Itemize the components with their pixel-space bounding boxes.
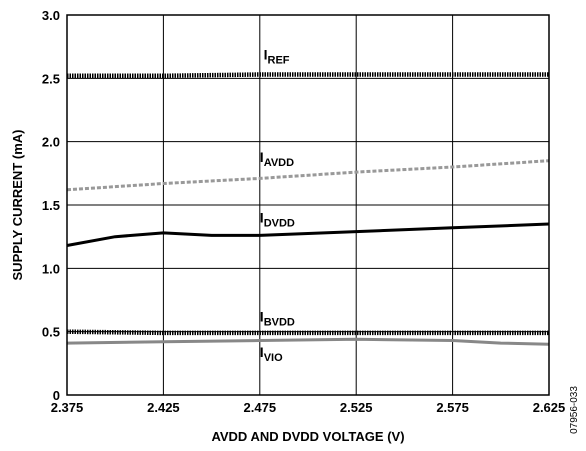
x-tick-label: 2.475 (244, 400, 277, 415)
plot-series (66, 72, 550, 346)
y-tick-label: 0.5 (42, 325, 60, 340)
series-line-idvdd (66, 222, 550, 247)
series-labels: IREF IAVDD IDVDD IBVDD IVIO (260, 46, 295, 364)
y-tick-label: 2.0 (42, 135, 60, 150)
series-line-iavdd (66, 159, 550, 192)
tick-labels: 2.375 2.425 2.475 2.525 2.575 2.625 0 0.5 1.0 1.5… (42, 8, 565, 415)
y-axis-title: SUPPLY CURRENT (mA) (10, 130, 25, 281)
series-line-ibvdd (66, 329, 549, 336)
series-line-ivio (66, 337, 550, 346)
series-label-idvdd: IDVDD (260, 210, 295, 230)
x-axis-title: AVDD AND DVDD VOLTAGE (V) (211, 429, 404, 444)
y-tick-label: 0 (53, 388, 60, 403)
x-tick-label: 2.625 (533, 400, 566, 415)
series-line-iref (67, 72, 549, 79)
figure-id: 07956-033 (569, 386, 580, 434)
x-tick-label: 2.425 (147, 400, 180, 415)
y-tick-label: 2.5 (42, 71, 60, 86)
y-tick-label: 1.0 (42, 261, 60, 276)
x-tick-label: 2.525 (340, 400, 373, 415)
grid (67, 15, 549, 395)
series-label-iavdd: IAVDD (260, 149, 294, 169)
series-label-ivio: IVIO (260, 344, 283, 364)
plot-frame (66, 14, 550, 396)
series-label-ibvdd: IBVDD (260, 309, 295, 329)
y-tick-label: 3.0 (42, 8, 60, 23)
y-tick-label: 1.5 (42, 198, 60, 213)
series-label-iref: IREF (264, 46, 290, 66)
x-tick-label: 2.575 (436, 400, 469, 415)
x-tick-label: 2.375 (51, 400, 84, 415)
